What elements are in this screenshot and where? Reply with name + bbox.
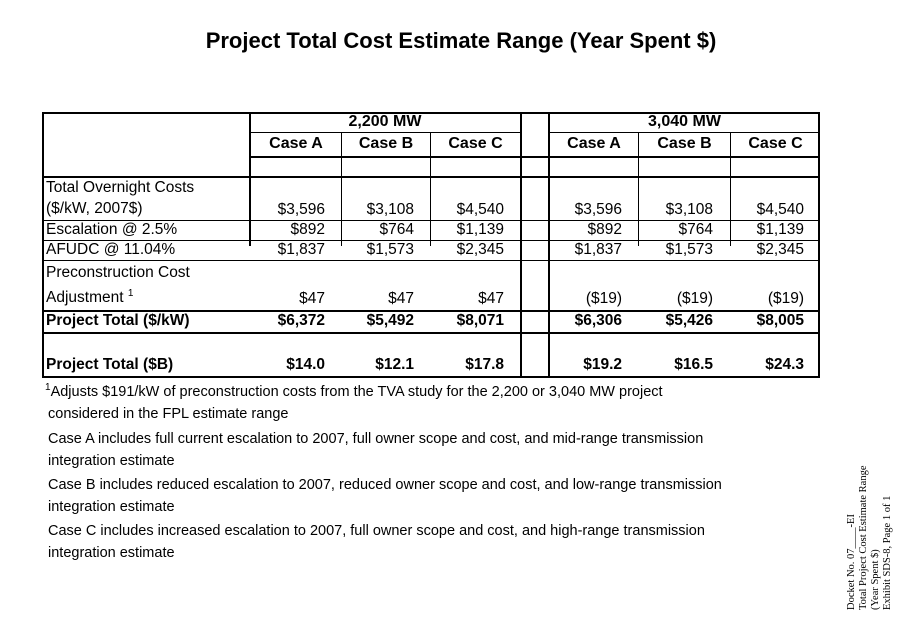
- table-cell: $2,345: [756, 241, 804, 258]
- group-header-2200: 2,200 MW: [348, 113, 422, 130]
- table-cell: $1,139: [456, 221, 504, 238]
- case-header: Case B: [657, 135, 712, 152]
- table-cell: $16.5: [674, 356, 713, 373]
- group-underline-left: [249, 132, 520, 133]
- case-header: Case C: [748, 135, 803, 152]
- stamp-line: Docket No. 07____-EI: [846, 514, 857, 610]
- table-cell: $47: [478, 290, 504, 307]
- row-line-2: [42, 240, 820, 241]
- divider-group-right: [548, 112, 550, 378]
- case-b-note: Case B includes reduced escalation to 20…: [48, 477, 722, 493]
- row-label: Preconstruction Cost: [46, 264, 190, 281]
- table-cell: $3,108: [665, 201, 713, 218]
- table-cell: $3,108: [366, 201, 414, 218]
- table-cell: $4,540: [456, 201, 504, 218]
- table-cell: $764: [678, 221, 713, 238]
- cost-estimate-table: 2,200 MW 3,040 MW Case A Case B Case C C…: [42, 112, 820, 378]
- table-cell: $6,372: [277, 312, 325, 329]
- case-b-note: integration estimate: [48, 499, 175, 515]
- table-cell: ($19): [585, 290, 622, 307]
- row-label: Total Overnight Costs: [46, 179, 195, 196]
- exhibit-stamp: Docket No. 07____-EI Total Project Cost …: [846, 410, 894, 611]
- table-cell: ($19): [676, 290, 713, 307]
- case-a-note: Case A includes full current escalation …: [48, 431, 704, 447]
- table-cell: $1,573: [665, 241, 713, 258]
- table-cell: $2,345: [456, 241, 504, 258]
- case-header: Case A: [567, 135, 621, 152]
- row-label: Project Total ($/kW): [46, 312, 190, 329]
- table-cell: ($19): [767, 290, 804, 307]
- row-label: Project Total ($B): [46, 356, 174, 373]
- group-header-3040: 3,040 MW: [648, 113, 721, 130]
- table-cell: $4,540: [756, 201, 804, 218]
- row-label-text: Adjustment: [46, 289, 124, 306]
- table-cell: $1,837: [277, 241, 325, 258]
- row-label: AFUDC @ 11.04%: [46, 241, 176, 258]
- table-border: [42, 112, 820, 378]
- table-cell: $47: [388, 290, 414, 307]
- table-cell: $892: [587, 221, 622, 238]
- table-cell: $19.2: [583, 356, 622, 373]
- table-cell: $17.8: [465, 356, 504, 373]
- table-cell: $24.3: [765, 356, 804, 373]
- case-header: Case C: [448, 135, 503, 152]
- stamp-line: Total Project Cost Estimate Range: [858, 465, 869, 611]
- stamp-line: Exhibit SDS-8, Page 1 of 1: [882, 495, 893, 610]
- table-cell: $764: [379, 221, 414, 238]
- table-cell: $1,573: [366, 241, 414, 258]
- table-cell: $3,596: [574, 201, 622, 218]
- table-cell: $5,492: [366, 312, 414, 329]
- case-c-note: integration estimate: [48, 545, 175, 561]
- table-cell: $14.0: [286, 356, 325, 373]
- table-cell: $12.1: [375, 356, 414, 373]
- case-a-note: integration estimate: [48, 453, 175, 469]
- row-line-1: [42, 220, 820, 221]
- footnote-marker: 1: [45, 382, 51, 394]
- case-header: Case A: [269, 135, 323, 152]
- divider-label-col: [249, 112, 251, 246]
- footnote-text: Adjusts $191/kW of preconstruction costs…: [50, 384, 663, 400]
- body-top-line: [42, 176, 820, 178]
- row-line-5: [42, 332, 820, 334]
- table-cell: $6,306: [574, 312, 622, 329]
- divider-col5: [730, 132, 731, 246]
- footnote-text: considered in the FPL estimate range: [48, 406, 289, 422]
- table-cell: $892: [290, 221, 325, 238]
- table-cell: $5,426: [665, 312, 713, 329]
- case-header: Case B: [358, 135, 414, 152]
- table-cell: $8,071: [456, 312, 504, 329]
- group-underline-right: [548, 132, 820, 133]
- divider-group-left: [520, 112, 522, 378]
- row-label: Escalation @ 2.5%: [46, 221, 178, 238]
- case-c-note: Case C includes increased escalation to …: [48, 523, 705, 539]
- footnote-1: 1Adjusts $191/kW of preconstruction cost…: [45, 381, 663, 403]
- row-label: ($/kW, 2007$): [46, 200, 143, 217]
- table-cell: $1,139: [756, 221, 804, 238]
- header-bottom-line: [249, 156, 820, 158]
- table-cell: $47: [299, 290, 325, 307]
- divider-col2: [430, 132, 431, 246]
- page-title: Project Total Cost Estimate Range (Year …: [205, 28, 717, 53]
- footnote-marker: 1: [127, 287, 134, 299]
- row-line-3: [42, 260, 820, 261]
- row-line-4: [42, 310, 820, 312]
- table-cell: $8,005: [756, 312, 804, 329]
- divider-col4: [638, 132, 639, 246]
- row-label: Adjustment 1: [46, 288, 133, 308]
- stamp-line: (Year Spent $): [870, 549, 881, 610]
- divider-col1: [341, 132, 342, 246]
- table-cell: $3,596: [277, 201, 325, 218]
- table-cell: $1,837: [574, 241, 622, 258]
